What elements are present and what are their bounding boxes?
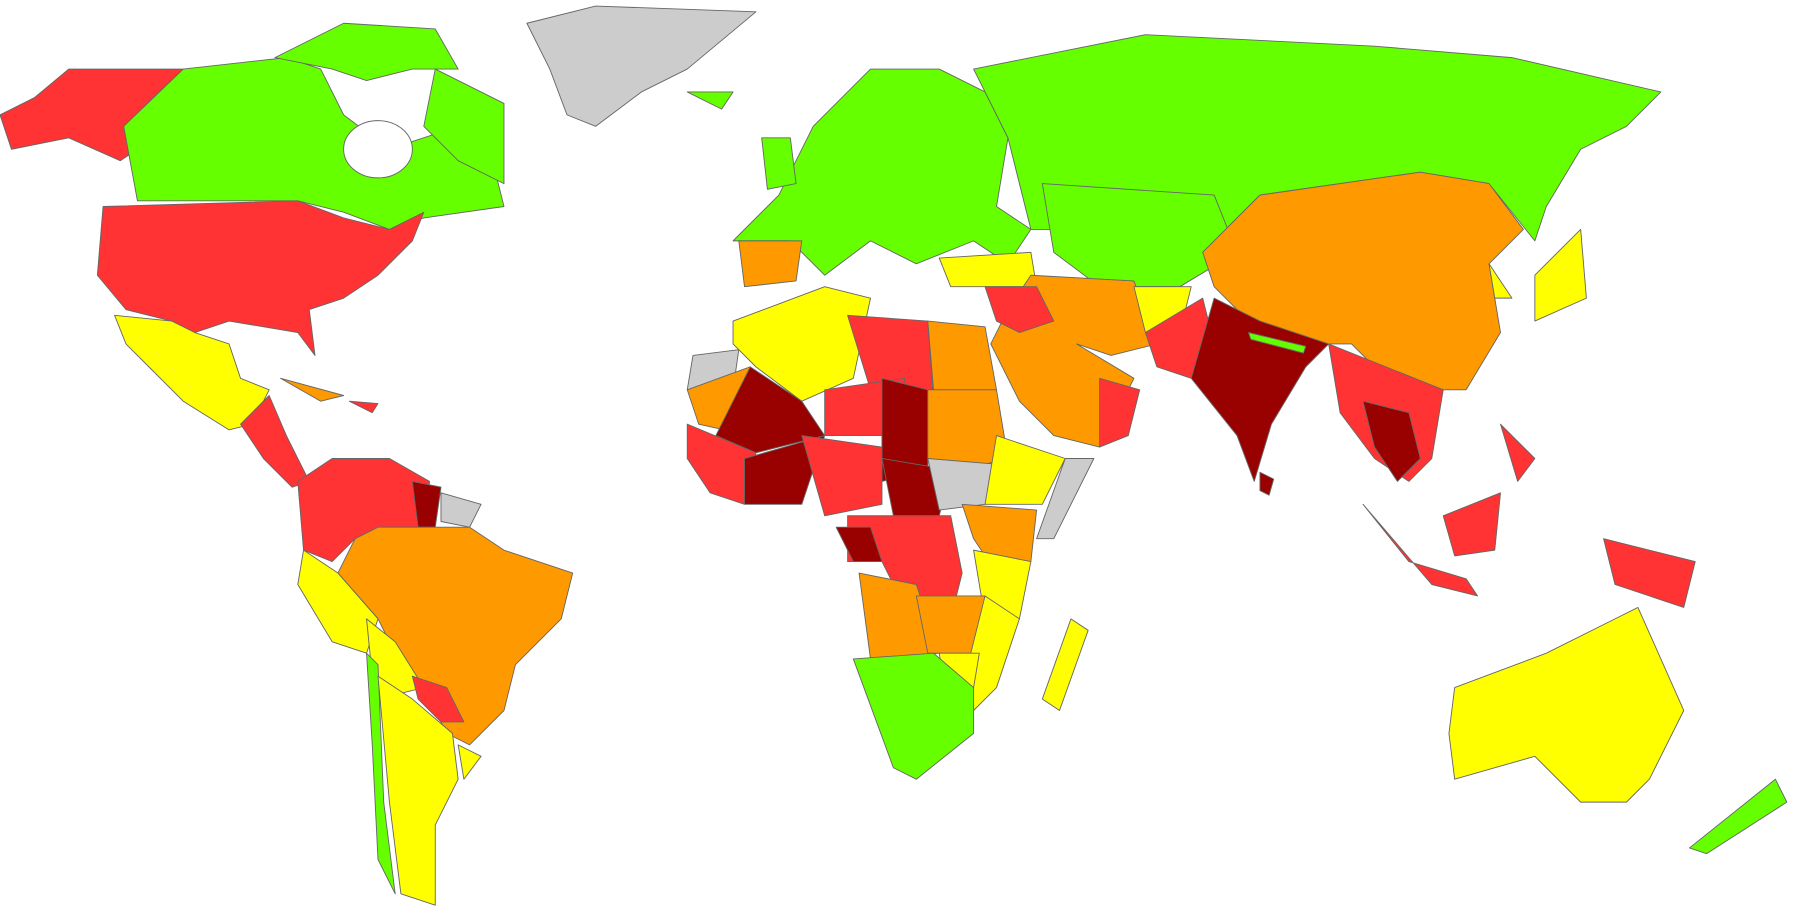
australia [1448,606,1685,803]
new-zealand [1689,778,1788,855]
uruguay [457,744,482,780]
oman-yemen [1099,377,1141,448]
hudson-bay [343,120,413,179]
southern-africa [852,652,975,780]
paraguay [411,675,465,723]
nigeria [801,435,883,517]
canada [123,57,505,230]
iceland [686,91,734,110]
baffin-island [423,68,505,185]
europe [732,68,1032,276]
cuba [280,377,345,402]
gulf-of-guinea [744,435,826,505]
korea [1488,263,1513,299]
ethiopia [984,435,1066,505]
new-guinea [1603,538,1696,608]
nepal [1248,332,1307,354]
sri-lanka [1259,471,1275,496]
gabon [835,526,883,563]
sumatra-java [1362,503,1479,597]
usa [96,200,425,356]
chile [366,652,396,895]
somalia [1036,458,1095,540]
spain [738,240,803,288]
argentina [377,675,459,906]
turkey [938,251,1038,288]
thailand [1362,400,1421,482]
mali [715,366,826,454]
borneo [1442,492,1501,557]
greenland [526,5,757,127]
iraq-syria [984,286,1055,333]
madagascar [1041,618,1089,711]
hispaniola [348,400,379,414]
united-kingdom [761,137,797,190]
west-coast [686,423,757,505]
japan [1534,228,1587,322]
egypt [927,320,997,391]
philippines [1500,423,1536,482]
brazil [337,526,574,746]
